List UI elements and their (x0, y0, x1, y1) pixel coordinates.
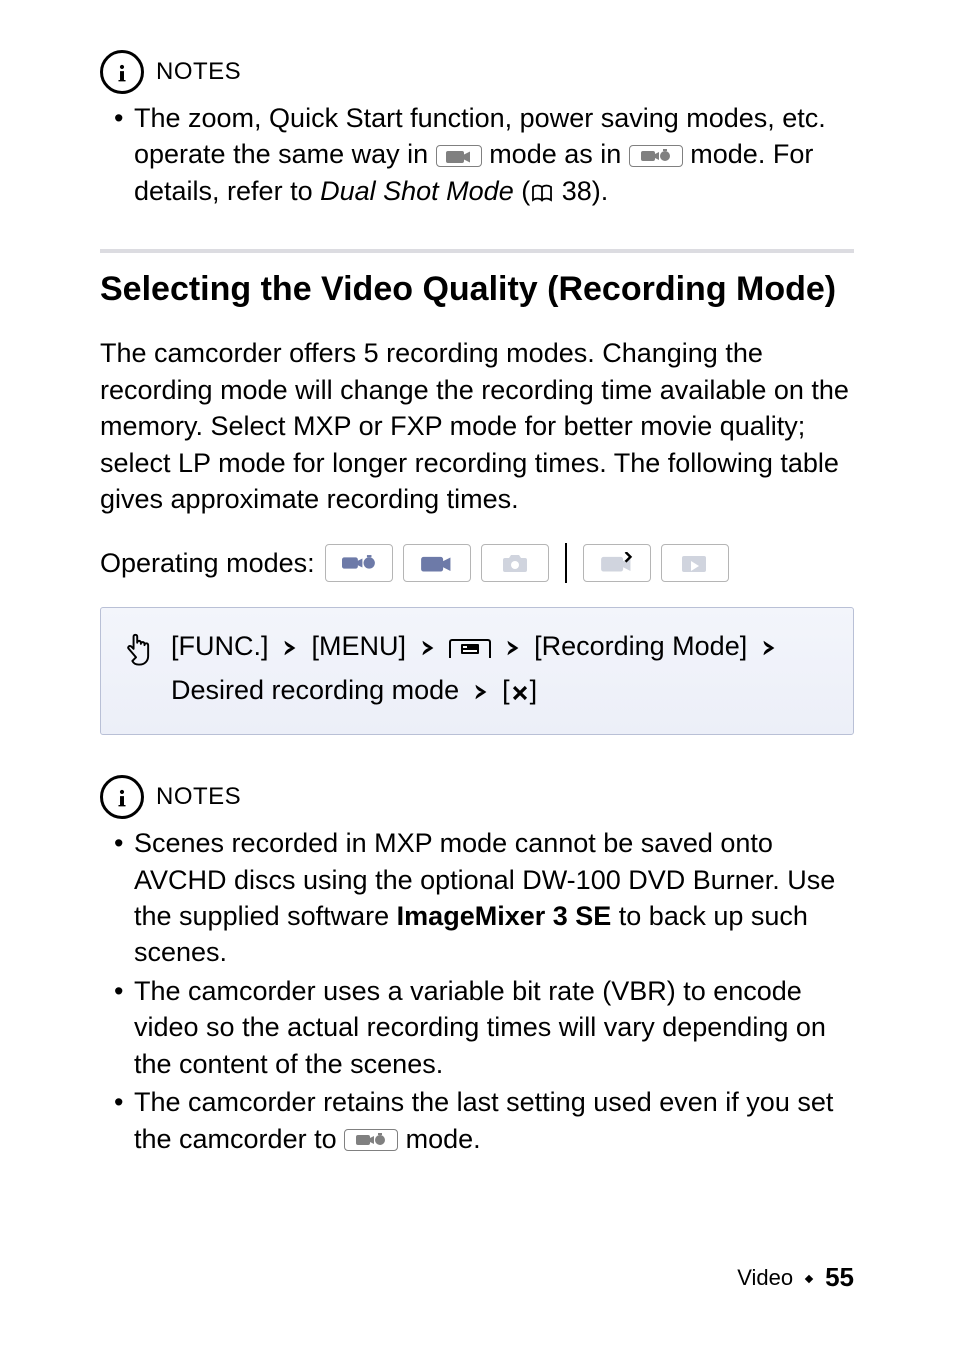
note-text: The camcorder uses a variable bit rate (… (134, 976, 826, 1079)
notes-list-1: The zoom, Quick Start function, power sa… (100, 100, 854, 211)
diamond-icon (803, 1263, 815, 1293)
footer-page-number: 55 (825, 1260, 854, 1295)
menu-step-recmode: [Recording Mode] (534, 631, 747, 661)
note-item: The camcorder uses a variable bit rate (… (114, 973, 854, 1082)
mode-play-photo-icon (661, 544, 729, 582)
info-icon (100, 775, 144, 819)
notes-heading: NOTES (100, 50, 854, 94)
notes-label: NOTES (156, 56, 241, 88)
operating-modes-label: Operating modes: (100, 545, 315, 581)
mode-dual-icon (325, 544, 393, 582)
note-text-bold: ImageMixer 3 SE (397, 901, 612, 931)
dual-mode-icon (344, 1129, 398, 1151)
menu-step-desired: Desired recording mode (171, 675, 459, 705)
mode-camcorder-icon (403, 544, 471, 582)
info-icon (100, 50, 144, 94)
rec-tab-icon (449, 639, 491, 658)
arrow-icon (503, 628, 523, 670)
note-text: ( (521, 176, 530, 206)
note-text: mode as in (489, 139, 629, 169)
mode-photo-icon (481, 544, 549, 582)
notes-heading: NOTES (100, 775, 854, 819)
menu-step-func: [FUNC.] (171, 631, 269, 661)
note-item: The zoom, Quick Start function, power sa… (114, 100, 854, 211)
page: NOTES The zoom, Quick Start function, po… (0, 0, 954, 1345)
menu-path-box: [FUNC.] [MENU] [Recording Mode] Desired … (100, 607, 854, 735)
manual-ref-icon (530, 175, 554, 211)
arrow-icon (418, 628, 438, 670)
touch-hand-icon (119, 630, 153, 679)
notes-list-2: Scenes recorded in MXP mode cannot be sa… (100, 825, 854, 1157)
note-text: 38). (554, 176, 608, 206)
mode-separator (565, 543, 567, 583)
arrow-icon (280, 628, 300, 670)
section-divider (100, 249, 854, 253)
operating-modes-row: Operating modes: (100, 543, 854, 583)
note-item: The camcorder retains the last setting u… (114, 1084, 854, 1157)
close-x-icon (510, 685, 530, 701)
note-item: Scenes recorded in MXP mode cannot be sa… (114, 825, 854, 971)
section-title: Selecting the Video Quality (Recording M… (100, 267, 854, 313)
camcorder-mode-icon (436, 145, 482, 167)
dual-mode-icon (629, 145, 683, 167)
section-body: The camcorder offers 5 recording modes. … (100, 335, 854, 517)
menu-path-text: [FUNC.] [MENU] [Recording Mode] Desired … (171, 626, 783, 714)
note-text: The camcorder retains the last setting u… (134, 1087, 833, 1153)
note-text-italic: Dual Shot Mode (320, 176, 514, 206)
note-text: mode. (398, 1124, 481, 1154)
notes-label: NOTES (156, 781, 241, 813)
arrow-icon (759, 628, 779, 670)
menu-step-close: ] (530, 675, 538, 705)
page-footer: Video 55 (737, 1260, 854, 1295)
footer-section-label: Video (737, 1263, 793, 1293)
mode-play-video-icon (583, 544, 651, 582)
arrow-icon (471, 672, 491, 714)
menu-step-menu: [MENU] (312, 631, 407, 661)
